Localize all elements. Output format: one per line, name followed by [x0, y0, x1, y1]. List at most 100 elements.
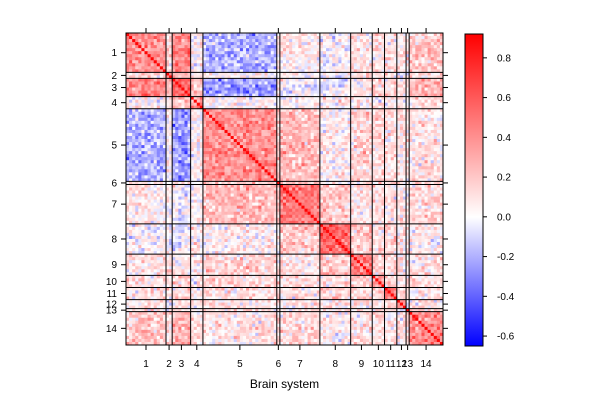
- heatmap-cell: [298, 48, 302, 52]
- heatmap-cell: [387, 57, 391, 61]
- heatmap-cell: [356, 81, 361, 85]
- heatmap-cell: [150, 84, 154, 88]
- heatmap-cell: [193, 54, 198, 58]
- heatmap-cell: [199, 129, 204, 134]
- heatmap-cell: [239, 129, 244, 134]
- heatmap-cell: [258, 126, 262, 131]
- heatmap-cell: [181, 39, 185, 43]
- heatmap-cell: [233, 99, 238, 103]
- heatmap-cell: [316, 90, 321, 94]
- heatmap-cell: [430, 84, 435, 88]
- heatmap-cell: [166, 148, 170, 152]
- heatmap-cell: [304, 132, 308, 137]
- heatmap-cell: [246, 75, 250, 79]
- heatmap-cell: [409, 93, 413, 97]
- heatmap-cell: [212, 51, 216, 55]
- heatmap-cell: [264, 178, 268, 182]
- heatmap-cell: [252, 51, 256, 55]
- heatmap-cell: [132, 148, 136, 152]
- heatmap-cell: [206, 114, 210, 119]
- heatmap-cell: [412, 84, 416, 88]
- heatmap-cell: [396, 160, 401, 164]
- heatmap-cell: [396, 42, 401, 46]
- heatmap-cell: [162, 66, 167, 70]
- heatmap-cell: [384, 66, 388, 70]
- heatmap-cell: [221, 87, 225, 91]
- heatmap-cell: [239, 172, 244, 176]
- heatmap-cell: [332, 84, 336, 88]
- heatmap-cell: [289, 87, 293, 91]
- heatmap-cell: [169, 120, 173, 125]
- heatmap-cell: [166, 42, 170, 46]
- heatmap-cell: [347, 108, 351, 113]
- heatmap-cell: [138, 81, 142, 85]
- heatmap-cell: [369, 87, 373, 91]
- heatmap-cell: [239, 63, 244, 67]
- heatmap-cell: [384, 102, 388, 106]
- heatmap-cell: [412, 48, 416, 52]
- heatmap-cell: [335, 93, 339, 97]
- heatmap-cell: [178, 157, 182, 161]
- heatmap-cell: [433, 51, 438, 55]
- heatmap-cell: [169, 160, 173, 164]
- heatmap-cell: [166, 72, 170, 76]
- heatmap-cell: [199, 154, 204, 158]
- heatmap-cell: [267, 39, 271, 43]
- heatmap-cell: [396, 117, 401, 122]
- heatmap-cell: [304, 126, 308, 131]
- heatmap-cell: [399, 108, 404, 113]
- heatmap-cell: [224, 129, 228, 134]
- heatmap-cell: [252, 163, 256, 167]
- heatmap-cell: [147, 81, 151, 85]
- heatmap-cell: [316, 142, 321, 146]
- heatmap-cell: [298, 175, 302, 179]
- heatmap-cell: [126, 175, 130, 179]
- heatmap-cell: [255, 72, 259, 76]
- heatmap-cell: [218, 84, 222, 88]
- heatmap-cell: [344, 129, 348, 134]
- heatmap-cell: [326, 142, 330, 146]
- heatmap-cell: [175, 163, 179, 167]
- heatmap-cell: [421, 169, 425, 173]
- heatmap-cell: [150, 166, 154, 170]
- heatmap-cell: [338, 117, 342, 122]
- heatmap-cell: [378, 93, 382, 97]
- heatmap-cell: [135, 81, 139, 85]
- heatmap-cell: [338, 33, 342, 37]
- heatmap-cell: [298, 99, 302, 103]
- heatmap-cell: [212, 114, 216, 119]
- heatmap-cell: [162, 157, 167, 161]
- heatmap-cell: [206, 178, 210, 182]
- heatmap-cell: [212, 111, 216, 116]
- heatmap-cell: [141, 63, 145, 67]
- heatmap-cell: [362, 157, 367, 161]
- heatmap-cell: [372, 166, 376, 170]
- heatmap-cell: [322, 157, 327, 161]
- heatmap-cell: [356, 72, 361, 76]
- heatmap-cell: [169, 135, 173, 140]
- heatmap-cell: [313, 66, 318, 70]
- heatmap-cell: [384, 108, 388, 113]
- heatmap-cell: [206, 66, 210, 70]
- heatmap-cell: [162, 72, 167, 76]
- heatmap-cell: [159, 69, 164, 73]
- heatmap-cell: [301, 57, 305, 61]
- heatmap-cell: [129, 105, 133, 110]
- heatmap-cell: [270, 129, 275, 134]
- heatmap-cell: [202, 172, 207, 176]
- heatmap-cell: [196, 157, 201, 161]
- heatmap-cell: [396, 135, 401, 140]
- heatmap-cell: [378, 154, 382, 158]
- heatmap-cell: [153, 63, 158, 67]
- heatmap-cell: [144, 39, 148, 43]
- heatmap-cell: [190, 45, 195, 49]
- heatmap-cell: [252, 36, 256, 40]
- heatmap-cell: [270, 78, 275, 82]
- heatmap-cell: [156, 151, 161, 155]
- heatmap-cell: [369, 69, 373, 73]
- heatmap-cell: [206, 57, 210, 61]
- heatmap-cell: [242, 60, 247, 64]
- heatmap-cell: [430, 175, 435, 179]
- heatmap-cell: [273, 166, 278, 170]
- heatmap-cell: [276, 178, 281, 182]
